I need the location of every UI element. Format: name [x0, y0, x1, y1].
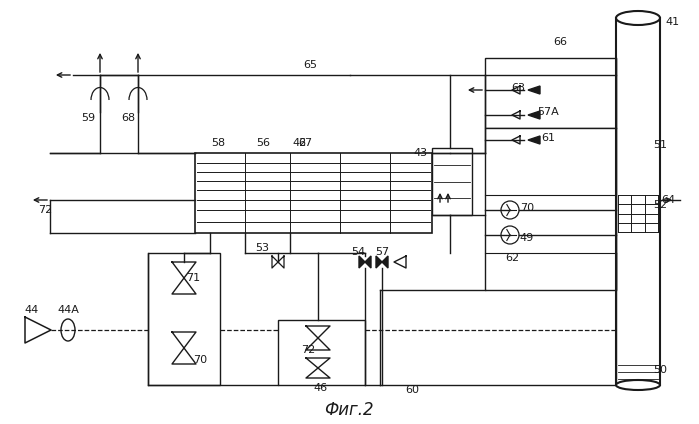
- Ellipse shape: [616, 11, 660, 25]
- Bar: [485, 128, 616, 290]
- Text: 57: 57: [375, 247, 389, 257]
- Text: 68: 68: [121, 113, 135, 123]
- Text: 44A: 44A: [57, 305, 79, 315]
- Text: 70: 70: [193, 355, 207, 365]
- Text: 52: 52: [653, 200, 667, 210]
- Polygon shape: [382, 256, 388, 268]
- Ellipse shape: [616, 380, 660, 390]
- Text: 61: 61: [541, 133, 555, 143]
- Text: 71: 71: [186, 273, 200, 283]
- Text: 63: 63: [511, 83, 525, 93]
- Text: 42: 42: [293, 138, 307, 148]
- Text: 70: 70: [520, 203, 534, 213]
- Bar: [278, 320, 365, 385]
- Bar: [195, 153, 432, 233]
- Text: 59: 59: [81, 113, 95, 123]
- Bar: [432, 148, 472, 215]
- Bar: [148, 253, 220, 385]
- Text: 56: 56: [256, 138, 270, 148]
- Text: 49: 49: [520, 233, 534, 243]
- Text: 64: 64: [661, 195, 675, 205]
- Text: 51: 51: [653, 140, 667, 150]
- Text: 66: 66: [553, 37, 567, 47]
- Text: 43: 43: [413, 148, 427, 158]
- Text: 62: 62: [505, 253, 519, 263]
- Text: 41: 41: [665, 17, 679, 27]
- Text: 44: 44: [25, 305, 39, 315]
- Text: 53: 53: [255, 243, 269, 253]
- Text: 60: 60: [405, 385, 419, 395]
- Polygon shape: [365, 256, 371, 268]
- Polygon shape: [359, 256, 365, 268]
- Text: 72: 72: [301, 345, 315, 355]
- Polygon shape: [528, 136, 540, 144]
- Text: Фиг.2: Фиг.2: [324, 401, 374, 419]
- Ellipse shape: [61, 319, 75, 341]
- Text: 57A: 57A: [537, 107, 559, 117]
- Polygon shape: [376, 256, 382, 268]
- Bar: [485, 58, 616, 128]
- Text: 58: 58: [211, 138, 225, 148]
- Polygon shape: [528, 86, 540, 94]
- Text: 67: 67: [298, 138, 312, 148]
- Text: 54: 54: [351, 247, 365, 257]
- Text: 50: 50: [653, 365, 667, 375]
- Text: 72: 72: [38, 205, 52, 215]
- Text: 65: 65: [303, 60, 317, 70]
- Polygon shape: [528, 111, 540, 119]
- Text: 46: 46: [313, 383, 327, 393]
